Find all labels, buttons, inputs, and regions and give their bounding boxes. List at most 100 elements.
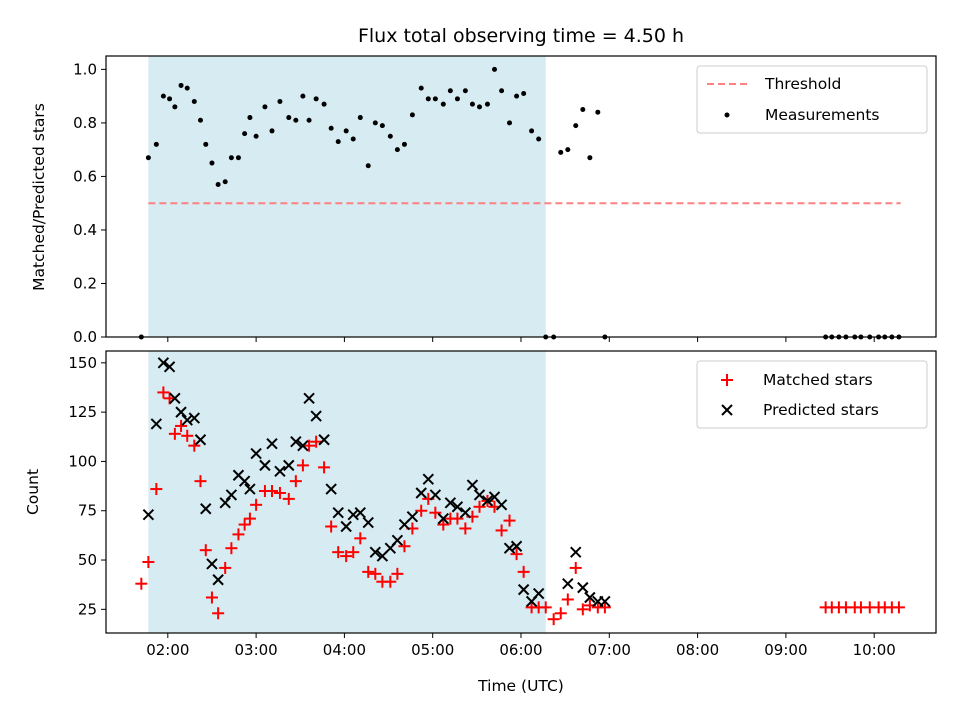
matched-star-point [340,550,353,563]
matched-star-point [212,607,225,620]
matched-star-point [243,512,256,525]
top-x-ticks [167,337,875,342]
y-tick-label: 0.8 [73,114,97,132]
predicted-star-point [283,459,295,472]
predicted-star-point [238,475,251,487]
predicted-stars-points [142,357,611,608]
predicted-star-point [362,516,374,529]
measurement-point [343,128,349,134]
predicted-star-point [369,546,382,558]
matched-star-point [282,492,295,505]
matched-star-point [362,565,375,578]
x-tick-label: 09:00 [764,641,807,659]
matched-star-point [157,386,170,399]
matched-star-point [199,544,212,557]
measurement-point [529,128,535,134]
matched-star-point [503,514,516,527]
matched-star-point [194,475,207,488]
predicted-star-point [495,499,508,511]
y-tick-label: 0.0 [73,328,97,346]
legend-threshold-label: Threshold [764,75,841,93]
matched-star-point [539,601,552,614]
measurement-point [484,101,490,107]
predicted-star-point [157,357,170,369]
predicted-star-point [325,483,337,495]
measurement-point [247,115,253,121]
observing-window-shade [148,56,546,337]
matched-star-point [437,518,450,531]
matched-star-point [135,577,148,590]
matched-star-point [296,459,309,472]
top-legend-box [696,65,928,134]
matched-star-point [142,556,155,569]
measurement-point [335,139,341,145]
predicted-star-point [181,414,193,426]
y-tick-label: 0.4 [73,221,97,239]
top-y-ticks: 0.0 0.2 0.4 0.6 0.8 1.0 [73,60,106,346]
predicted-star-point [451,501,464,513]
matched-star-point [495,524,508,537]
star-count-panel: 25 50 75 100 125 150 02:00 03:00 04:00 05:00 06:0… [24,350,937,695]
y-tick-label: 25 [78,600,97,618]
predicted-star-point [142,508,155,521]
measurement-point [228,155,234,161]
x-tick-label: 03:00 [234,641,277,659]
predicted-star-point [188,412,201,424]
top-legend: Threshold Measurements [696,65,928,134]
predicted-star-point [225,489,238,501]
measurement-point [167,96,173,102]
measurement-point [521,90,527,96]
measurement-point [215,181,221,187]
measurement-point [178,82,184,88]
predicted-star-point [318,434,330,446]
matched-star-point [451,512,464,525]
predicted-star-point [274,465,286,478]
predicted-star-point [503,542,516,554]
measurement-point [499,88,505,94]
measurement-point [394,147,400,153]
matched-star-point [510,548,523,561]
measurement-point [191,98,197,104]
measurement-point [153,141,159,147]
measurement-point [447,88,453,94]
matched-star-point [561,593,574,606]
matched-star-point [547,613,560,626]
predicted-star-point [259,459,271,472]
predicted-star-point [303,392,315,405]
matched-star-point [576,603,589,616]
bottom-y-ticks: 25 50 75 100 125 150 [68,354,106,618]
measurement-point [514,93,520,99]
measurement-point [379,123,385,129]
predicted-star-point [584,591,596,604]
matched-star-point [310,435,323,448]
predicted-star-point [473,489,486,501]
y-tick-label: 1.0 [73,60,97,78]
measurement-point [536,136,542,142]
predicted-star-point [250,447,262,460]
measurement-point [203,141,209,147]
y-tick-label: 125 [68,403,97,421]
measurement-point [253,133,259,139]
matched-star-point [892,601,905,614]
matched-star-point [250,498,263,511]
predicted-star-point [415,487,427,499]
predicted-star-point [422,473,434,485]
y-tick-label: 150 [68,354,97,372]
predicted-star-point [347,508,359,521]
legend-measurements-swatch [724,112,730,118]
measurement-point [328,125,334,131]
predicted-star-point [310,410,322,422]
measurement-point [222,179,228,185]
measurement-point [573,123,579,129]
legend-matched-label: Matched stars [763,371,873,389]
predicted-star-point [244,483,256,495]
measurement-point [440,101,446,107]
predicted-star-point [406,510,419,523]
matched-star-point [150,483,163,496]
x-tick-label: 06:00 [499,641,542,659]
bottom-legend: Matched stars Predicted stars [696,360,928,429]
predicted-star-point [206,558,218,570]
predicted-star-point [429,489,442,501]
bottom-legend-box [696,360,928,429]
y-tick-label: 100 [68,452,97,470]
